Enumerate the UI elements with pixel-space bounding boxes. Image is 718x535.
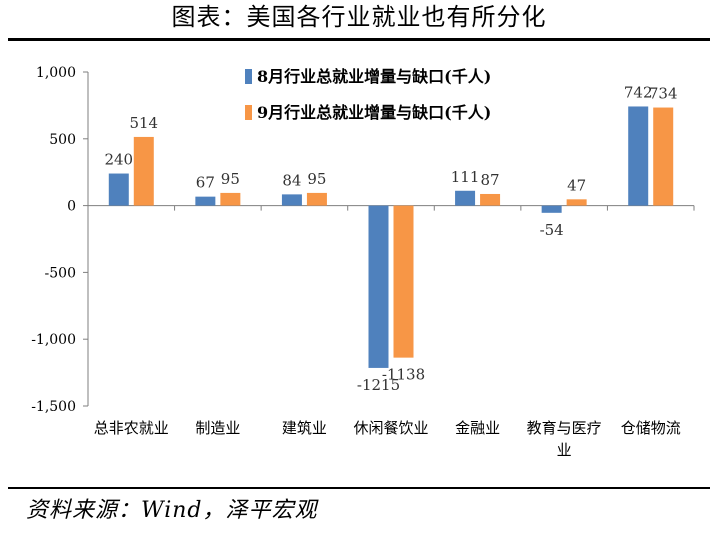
category-label: 总非农就业 bbox=[94, 419, 169, 437]
legend-swatch bbox=[245, 105, 252, 120]
bar-sep-2 bbox=[306, 192, 327, 206]
title-rule bbox=[8, 38, 710, 41]
bar-aug-3 bbox=[368, 205, 389, 368]
data-label: 514 bbox=[129, 114, 158, 132]
bar-sep-0 bbox=[133, 136, 154, 206]
legend-label: 9月行业总就业增量与缺口(千人) bbox=[257, 103, 491, 122]
source-note: 资料来源：Wind，泽平宏观 bbox=[26, 498, 318, 523]
category-label: 制造业 bbox=[195, 419, 240, 437]
bar-aug-2 bbox=[281, 194, 302, 206]
data-label: 734 bbox=[649, 85, 678, 103]
y-tick-label: 0 bbox=[67, 199, 76, 215]
bar-aug-4 bbox=[455, 190, 476, 206]
y-tick-label: -1,500 bbox=[31, 399, 76, 415]
bar-sep-1 bbox=[220, 192, 241, 206]
bar-aug-6 bbox=[628, 106, 649, 206]
y-tick-label: -500 bbox=[45, 265, 76, 281]
bar-aug-5 bbox=[541, 205, 562, 213]
data-label: 240 bbox=[104, 151, 133, 169]
data-label: -54 bbox=[540, 221, 564, 239]
data-label: 47 bbox=[567, 176, 586, 194]
data-label: 87 bbox=[481, 171, 500, 189]
bar-sep-4 bbox=[480, 193, 501, 206]
data-label: 67 bbox=[196, 174, 215, 192]
y-tick-label: 1,000 bbox=[36, 65, 76, 81]
category-label: 建筑业 bbox=[282, 419, 327, 437]
data-label: 95 bbox=[221, 170, 240, 188]
data-label: 111 bbox=[451, 168, 480, 186]
category-labels: 总非农就业 制造业 建筑业 休闲餐饮业 金融业 教育与医疗业 仓储物流 bbox=[94, 419, 681, 459]
y-axis: 1,000 500 0 -500 -1,000 -1,500 bbox=[31, 65, 89, 415]
chart-title: 图表：美国各行业就业也有所分化 bbox=[171, 3, 547, 31]
bar-aug-1 bbox=[195, 196, 216, 206]
legend-label: 8月行业总就业增量与缺口(千人) bbox=[257, 67, 491, 86]
bar-aug-0 bbox=[108, 173, 129, 206]
bars bbox=[108, 106, 674, 368]
data-label: 95 bbox=[307, 170, 326, 188]
data-label: 742 bbox=[624, 83, 653, 101]
legend-swatch bbox=[245, 69, 252, 84]
bar-sep-5 bbox=[566, 199, 587, 206]
category-label: 休闲餐饮业 bbox=[353, 419, 428, 437]
y-tick-label: -1,000 bbox=[31, 332, 76, 348]
bar-sep-6 bbox=[653, 107, 674, 206]
data-label: 84 bbox=[282, 171, 301, 189]
source-rule bbox=[8, 487, 710, 489]
data-label: -1215 bbox=[357, 376, 400, 394]
y-tick-label: 500 bbox=[49, 132, 76, 148]
category-label: 教育与医疗业 bbox=[527, 419, 602, 459]
legend: 8月行业总就业增量与缺口(千人) 9月行业总就业增量与缺口(千人) bbox=[245, 67, 491, 122]
category-ticks bbox=[87, 205, 695, 211]
value-labels: 240 67 84 -1215 111 -54 742 514 95 95 -1138 87 47 734 bbox=[104, 83, 677, 393]
bar-sep-3 bbox=[393, 205, 414, 358]
data-label: -1138 bbox=[382, 366, 425, 384]
category-label: 仓储物流 bbox=[621, 419, 681, 437]
category-label: 金融业 bbox=[455, 419, 500, 437]
